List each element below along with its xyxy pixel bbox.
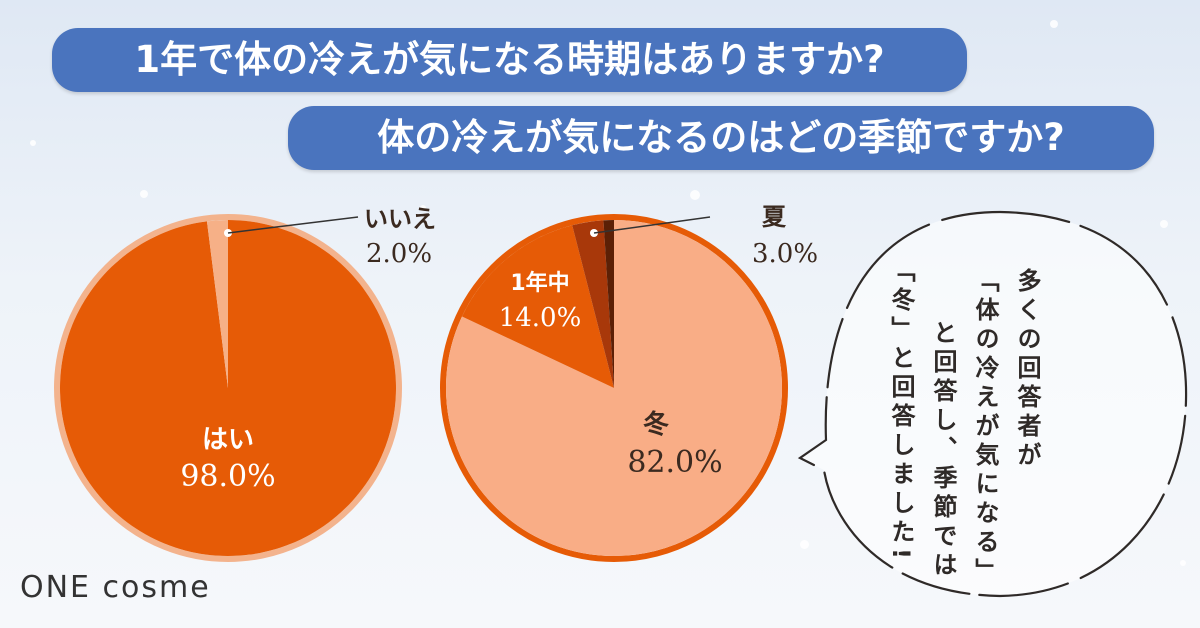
pie1-outline (54, 214, 402, 562)
snow-dot (800, 540, 809, 549)
logo: ONE cosme (20, 570, 211, 605)
pie2 (446, 220, 782, 556)
pie2-outline (440, 214, 788, 562)
pie1-leader-line (227, 216, 359, 234)
snow-dot (690, 190, 700, 200)
bubble-line-4: 「冬」と回答しました! (887, 258, 915, 564)
pie1-label-yes: はい (202, 425, 254, 455)
snow-dot (140, 190, 148, 198)
pie1-value-yes: 98.0% (180, 459, 275, 494)
pie2-leader-line (593, 216, 711, 234)
bubble-line-1: 多くの回答者が (1013, 268, 1041, 471)
pie2-slice-1 (461, 225, 614, 388)
pie2-label-allyear: 1年中 (510, 270, 569, 296)
pie1-value-no: 2.0% (366, 239, 432, 269)
snow-dot (1180, 560, 1186, 566)
pie2-value-allyear: 14.0% (499, 303, 582, 333)
speech-bubble (797, 210, 1188, 598)
snow-dot (1160, 220, 1168, 228)
pie2-slice-2 (572, 220, 614, 388)
question-2-banner: 体の冷えが気になるのはどの季節ですか? (288, 106, 1154, 170)
pie2-slice-3 (603, 220, 614, 388)
question-1-banner: 1年で体の冷えが気になる時期はありますか? (52, 28, 967, 92)
pie1 (60, 220, 396, 556)
pie2-label-summer: 夏 (762, 203, 787, 231)
bubble-line-2: 「体の冷えが気になる」 (971, 268, 999, 587)
pie1-slice-0 (60, 220, 396, 556)
snow-dot (30, 140, 36, 146)
pie1-slice-1 (206, 220, 228, 388)
pie1-label-no: いいえ (364, 205, 436, 233)
snow-dot (1050, 20, 1058, 28)
pie2-label-winter: 冬 (643, 410, 669, 440)
pie2-value-winter: 82.0% (627, 445, 722, 480)
bubble-line-3: と回答し、季節では (929, 320, 957, 581)
pie2-value-summer: 3.0% (752, 239, 818, 269)
snow-dot (420, 205, 426, 211)
